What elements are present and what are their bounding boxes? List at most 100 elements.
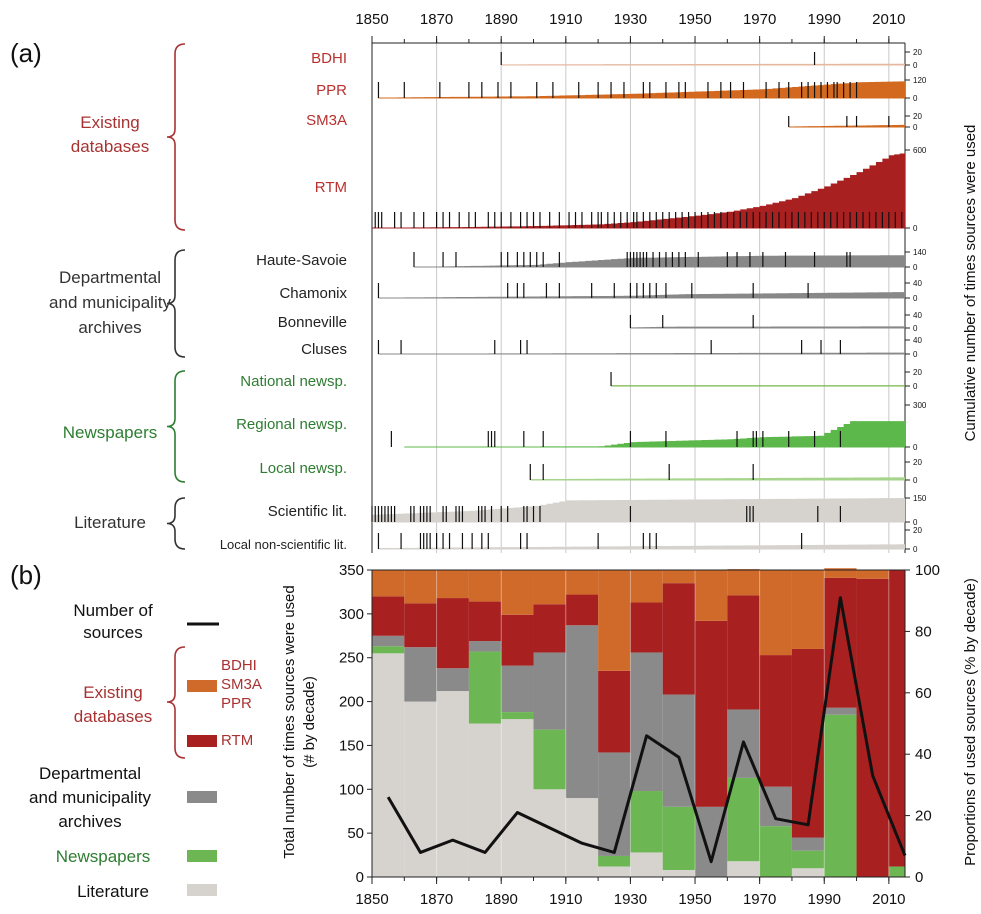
row-label: Cluses [301,341,347,358]
y-max-label: 20 [913,48,922,57]
legend-archives-label: Departmental [39,764,141,783]
legend-swatch-rtm [187,735,217,747]
x-tick-label: 2010 [872,891,905,908]
bar-rtm [695,620,728,807]
group-label: Existing [80,113,140,132]
y-zero-label: 0 [913,224,918,233]
x-tick-label: 1870 [420,891,453,908]
bar-rtm [759,655,792,787]
y-zero-label: 0 [913,324,918,333]
row-bdhi: BDHI 20 0 [311,48,922,70]
y-zero-label: 0 [913,476,918,485]
legend-db-item: SM3A [221,676,262,693]
bar-bdhi_sm3a_ppr [565,570,599,595]
bar-archives [824,707,857,715]
cumulative-area [372,152,905,228]
bar-newspapers [824,714,857,877]
row-local-non-scientific-lit-: Local non-scientific lit. 20 0 [220,526,923,554]
row-label: Regional newsp. [236,416,347,433]
bar-literature [436,691,469,877]
y-max-label: 600 [913,146,927,155]
y-right-tick-label: 100 [915,562,940,579]
bar-literature [468,723,502,877]
bar-literature [372,653,405,877]
ylabel-right: Proportions of used sources (% by decade… [962,578,979,866]
y-left-tick-label: 300 [339,606,364,623]
legend-db-item: BDHI [221,657,257,674]
bar-archives [468,641,502,652]
bar-bdhi_sm3a_ppr [436,570,469,599]
cumulative-area [372,498,905,522]
bar-archives [598,752,631,856]
bar-bdhi_sm3a_ppr [372,570,405,597]
legend-number-label: Number of [73,601,153,620]
group-brace [166,497,186,550]
group-label: Literature [74,513,146,532]
y-right-tick-label: 80 [915,623,932,640]
bar-newspapers [468,651,502,724]
x-tick-label-top: 1850 [355,11,388,28]
panel-a: (a) 1850 1870 1890 1910 1930 1950 1970 1990 2010 B… [10,11,979,554]
bar-bdhi_sm3a_ppr [468,570,502,602]
bar-bdhi_sm3a_ppr [662,570,696,584]
bar-newspapers [888,866,905,877]
bar-literature [791,868,825,877]
bar-rtm [727,595,760,710]
row-label: Scientific lit. [268,503,347,520]
group-brace [166,370,186,483]
y-left-tick-label: 200 [339,694,364,711]
bar-rtm [372,596,405,636]
x-tick-label: 1970 [743,891,776,908]
cumulative-area [378,81,906,98]
y-right-tick-label: 60 [915,685,932,702]
row-ppr: PPR 120 0 [316,76,927,103]
cumulative-area [378,544,906,549]
bar-bdhi_sm3a_ppr [501,570,534,615]
row-label: Chamonix [279,285,347,302]
bar-rtm [630,602,663,653]
x-tick-label-top: 1970 [743,11,776,28]
plot-frame [371,569,906,878]
row-label: Haute-Savoie [256,252,347,269]
bar-rtm [501,614,534,666]
bar-rtm [468,601,502,642]
bar-rtm [888,570,905,867]
x-tick-label-top: 1990 [808,11,841,28]
row-bonneville: Bonneville 40 0 [278,311,923,333]
group-label: databases [71,137,149,156]
y-max-label: 20 [913,458,922,467]
bar-archives [436,668,469,692]
bar-newspapers [630,791,663,853]
panel-b: (b) 0 50 100 150 200 250 300 350 0 20 40 60 80 100 1850… [10,560,979,908]
y-max-label: 150 [913,494,927,503]
row-label: PPR [316,82,347,99]
group-label: and municipality [49,293,171,312]
y-max-label: 40 [913,279,922,288]
row-label: Local non-scientific lit. [220,537,347,552]
y-max-label: 20 [913,368,922,377]
bar-rtm [598,670,631,753]
x-tick-label-top: 1890 [485,11,518,28]
row-label: RTM [315,179,347,196]
x-tick-label-top: 1930 [614,11,647,28]
panel-b-letter: (b) [10,560,42,590]
bar-rtm [856,578,889,877]
bar-archives [372,635,405,647]
bar-newspapers [759,826,792,877]
bar-bdhi_sm3a_ppr [404,570,437,604]
y-right-tick-label: 0 [915,869,923,886]
x-tick-label: 1990 [808,891,841,908]
legend-db-label: Existing [83,683,143,702]
legend-archives-label: and municipality [29,788,151,807]
y-left-tick-label: 250 [339,650,364,667]
legend-db-item: PPR [221,695,252,712]
y-max-label: 20 [913,526,922,535]
bar-bdhi_sm3a_ppr [759,570,792,656]
bar-bdhi_sm3a_ppr [598,570,631,671]
y-right-tick-label: 40 [915,746,932,763]
y-zero-label: 0 [913,61,918,70]
bar-rtm [404,603,437,648]
row-scientific-lit-: Scientific lit. 150 0 [268,494,927,527]
y-max-label: 20 [913,112,922,121]
bar-newspapers [791,850,825,869]
